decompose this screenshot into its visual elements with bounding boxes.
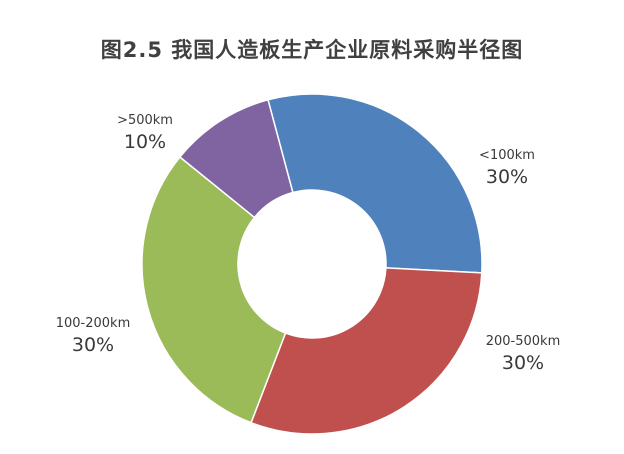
slice-label-gt500: >500km 10%: [100, 113, 190, 155]
slice-label-100-200: 100-200km 30%: [38, 316, 148, 358]
slice-name-100-200: 100-200km: [55, 316, 131, 331]
slice-lt100: [267, 93, 483, 274]
slice-value-100-200: 30%: [71, 334, 115, 356]
slice-name-200-500: 200-500km: [485, 334, 561, 349]
chart-title: 图2.5 我国人造板生产企业原料采购半径图: [100, 38, 524, 62]
slice-value-gt500: 10%: [123, 131, 167, 153]
slice-label-lt100: <100km 30%: [462, 148, 552, 190]
slice-100-200: [141, 155, 287, 424]
slice-gt500: [178, 98, 294, 219]
slice-value-lt100: 30%: [485, 166, 529, 188]
slice-value-200-500: 30%: [501, 352, 545, 374]
slice-name-lt100: <100km: [479, 148, 535, 163]
slice-200-500: [250, 267, 483, 435]
slice-name-gt500: >500km: [117, 113, 173, 128]
slice-label-200-500: 200-500km 30%: [468, 334, 578, 376]
